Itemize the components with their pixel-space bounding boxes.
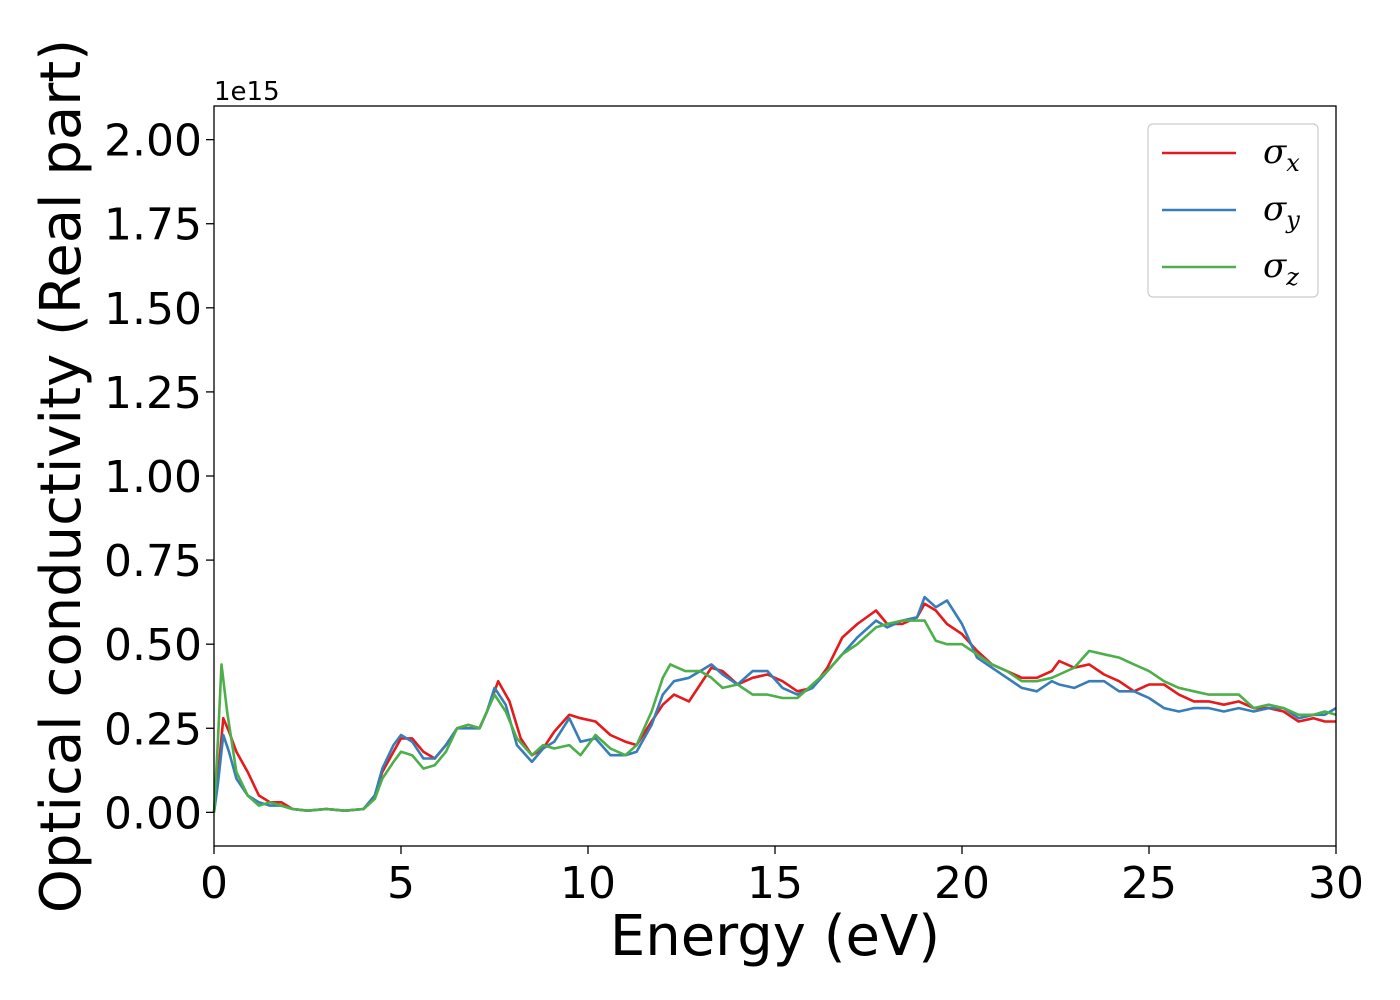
x-tick-label: 20 [934, 858, 990, 909]
y-tick-label: 1.25 [104, 368, 202, 419]
y-axis-title: Optical conductivity (Real part) [29, 39, 94, 913]
y-tick-label: 2.00 [104, 116, 202, 167]
y-axis-ticks: 0.00 0.25 0.50 0.75 1.00 1.25 1.50 1.75 2.00 [104, 116, 214, 839]
legend-label-x: σx [1263, 132, 1300, 177]
legend-label-y: σy [1263, 189, 1300, 234]
x-tick-label: 25 [1121, 858, 1177, 909]
x-tick-label: 30 [1308, 858, 1364, 909]
x-tick-label: 0 [200, 858, 228, 909]
legend: σx σy σz [1147, 123, 1319, 298]
x-tick-label: 5 [387, 858, 415, 909]
series-lines-layer [212, 595, 1337, 813]
x-axis-title: Energy (eV) [610, 904, 940, 969]
y-tick-label: 0.75 [104, 536, 202, 587]
y-tick-label: 1.75 [104, 200, 202, 251]
y-tick-label: 0.00 [104, 788, 202, 839]
y-offset-label: 1e15 [214, 77, 280, 107]
legend-label-z: σz [1263, 246, 1299, 291]
x-tick-label: 10 [560, 858, 616, 909]
x-axis-ticks: 0 5 10 15 20 25 30 [200, 846, 1364, 909]
y-tick-label: 0.50 [104, 620, 202, 671]
y-tick-label: 1.50 [104, 284, 202, 335]
series-line-z [212, 619, 1337, 813]
series-line-y [212, 595, 1337, 813]
x-tick-label: 15 [747, 858, 803, 909]
y-tick-label: 1.00 [104, 452, 202, 503]
y-tick-label: 0.25 [104, 704, 202, 755]
